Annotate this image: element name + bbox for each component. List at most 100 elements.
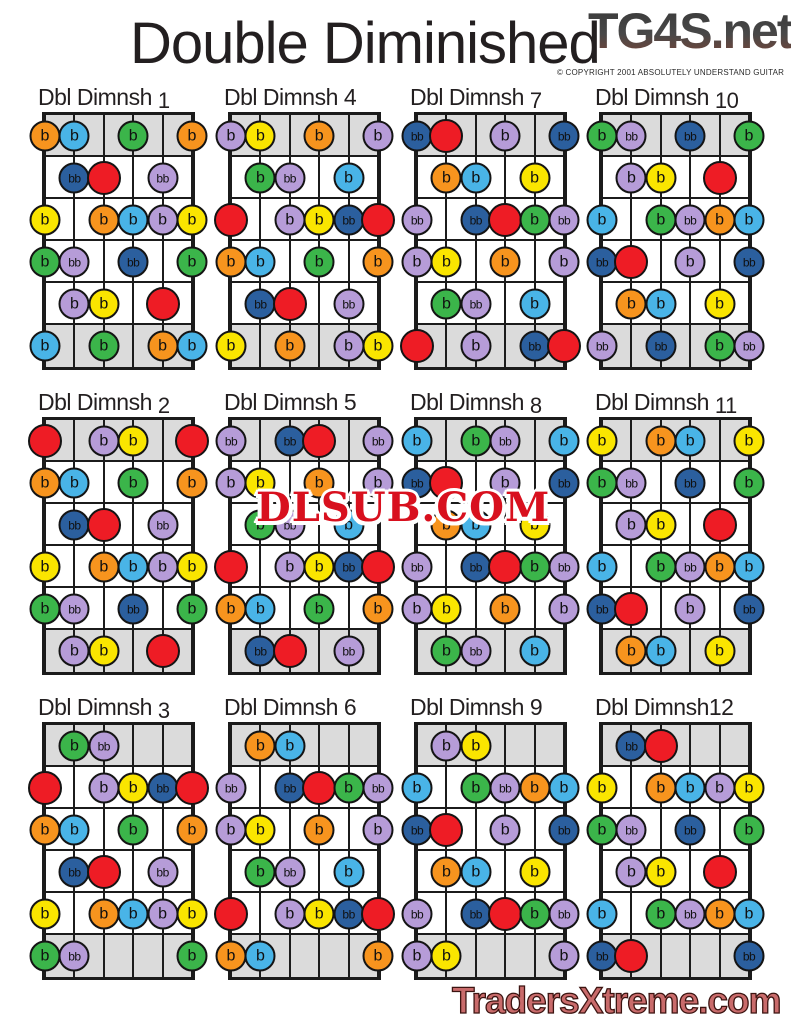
note-dot-red [400,329,434,363]
diagram-title-text: Dbl Dimnsh [224,84,338,110]
note-dot-yellow-b: b [519,162,551,194]
note-dot-darkblue-bb: bb [401,467,433,499]
note-dot-lightblue-b: b [244,593,276,625]
note-dot-lightblue-b: b [645,635,677,667]
note-dot-purple-b: b [615,509,647,541]
diagram-title-text: Dbl Dimnsh [595,84,709,110]
note-dot-orange-b: b [615,288,647,320]
diagram-title-text: Dbl Dimnsh [595,389,709,415]
note-dot-darkblue-bb: bb [674,814,706,846]
note-dot-purple-b: b [58,635,90,667]
note-dot-yellow-b: b [460,730,492,762]
note-dot-orange-b: b [489,593,521,625]
string-line [445,420,448,672]
note-dot-purple-b: b [674,593,706,625]
note-dot-yellow-b: b [244,467,276,499]
note-dot-orange-b: b [645,425,677,457]
note-dot-green-b: b [733,814,765,846]
note-dot-purple-bb: bb [58,593,90,625]
note-dot-red [429,119,464,153]
note-dot-lightblue-b: b [176,330,208,362]
string-line [563,115,565,367]
note-dot-purple-b: b [430,730,462,762]
diagram-title-text: Dbl Dimnsh [224,389,338,415]
note-dot-orange-b: b [704,204,736,236]
string-line [161,115,164,367]
note-dot-yellow-b: b [303,204,335,236]
string-line [659,115,662,367]
diagram-number: 3 [157,698,170,723]
note-dot-orange-b: b [704,898,736,930]
note-dot-purple-b: b [704,772,736,804]
note-dot-orange-b: b [303,120,335,152]
note-dot-green-b: b [733,120,765,152]
note-dot-darkblue-bb: bb [733,940,765,972]
string-line [533,420,536,672]
note-dot-yellow-b: b [430,246,462,278]
note-dot-red [361,897,395,931]
string-line [416,115,418,367]
string-line [563,420,565,672]
note-dot-red [28,424,62,458]
note-dot-red [86,508,121,542]
note-dot-darkblue-bb: bb [645,330,677,362]
string-line [377,115,379,367]
note-dot-purple-bb: bb [58,940,90,972]
note-dot-orange-b: b [274,330,306,362]
string-line [445,115,448,367]
note-dot-lightblue-b: b [548,772,580,804]
string-line [73,115,76,367]
note-dot-purple-b: b [215,814,247,846]
note-dot-darkblue-bb: bb [117,246,149,278]
string-line [533,115,536,367]
note-dot-lightblue-b: b [460,856,492,888]
note-dot-green-b: b [586,120,618,152]
string-line [191,725,193,977]
note-dot-purple-bb: bb [362,772,394,804]
note-dot-purple-b: b [362,814,394,846]
note-dot-orange-b: b [430,856,462,888]
note-dot-orange-b: b [430,162,462,194]
string-line [288,725,291,977]
note-dot-yellow-b: b [244,120,276,152]
note-dot-purple-b: b [489,814,521,846]
note-dot-purple-b: b [615,856,647,888]
note-dot-darkblue-bb: bb [615,730,647,762]
string-line [102,420,105,672]
note-dot-lightblue-b: b [586,898,618,930]
string-line [191,420,193,672]
string-line [748,115,750,367]
diagram-title: Dbl Dimnsh 6 [224,694,357,721]
note-dot-purple-bb: bb [274,509,306,541]
diagram-number: 1 [157,88,170,113]
string-line [259,420,262,672]
note-dot-green-b: b [519,898,551,930]
note-dot-orange-b: b [519,772,551,804]
note-dot-orange-b: b [147,330,179,362]
note-dot-purple-b: b [401,940,433,972]
note-dot-green-b: b [117,120,149,152]
note-dot-purple-bb: bb [147,509,179,541]
note-dot-purple-bb: bb [733,330,765,362]
fretboard-diagram-9: Dbl Dimnsh 9 b b b b bb b b bb b bb b b b bb bb b bb b b b [401,694,580,980]
note-dot-red [175,424,209,458]
string-line [718,725,721,977]
note-dot-yellow-b: b [645,856,677,888]
diagram-number: 4 [343,84,357,110]
note-dot-orange-b: b [362,246,394,278]
note-dot-purple-b: b [274,551,306,583]
note-dot-red [214,550,248,584]
note-dot-purple-bb: bb [274,162,306,194]
note-dot-lightblue-b: b [117,204,149,236]
note-dot-darkblue-bb: bb [733,593,765,625]
note-dot-red [429,813,464,847]
note-dot-red [28,771,62,805]
note-dot-purple-b: b [147,898,179,930]
note-dot-darkblue-bb: bb [147,772,179,804]
note-dot-yellow-b: b [586,425,618,457]
note-dot-yellow-b: b [29,551,61,583]
string-line [474,115,477,367]
